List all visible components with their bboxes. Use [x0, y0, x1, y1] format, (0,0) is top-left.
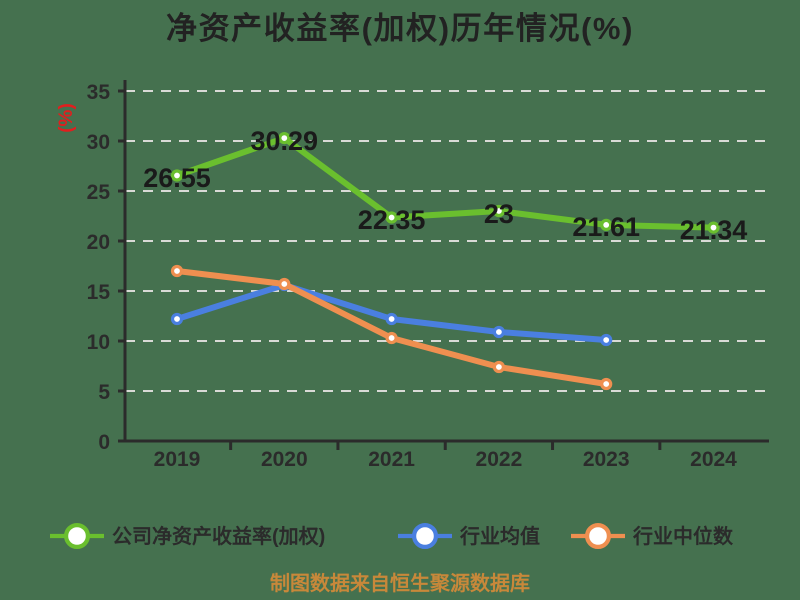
svg-text:行业中位数: 行业中位数	[632, 524, 734, 548]
svg-text:制图数据来自恒生聚源数据库: 制图数据来自恒生聚源数据库	[270, 571, 530, 595]
svg-text:行业均值: 行业均值	[459, 524, 540, 548]
svg-text:公司净资产收益率(加权): 公司净资产收益率(加权)	[112, 524, 325, 548]
